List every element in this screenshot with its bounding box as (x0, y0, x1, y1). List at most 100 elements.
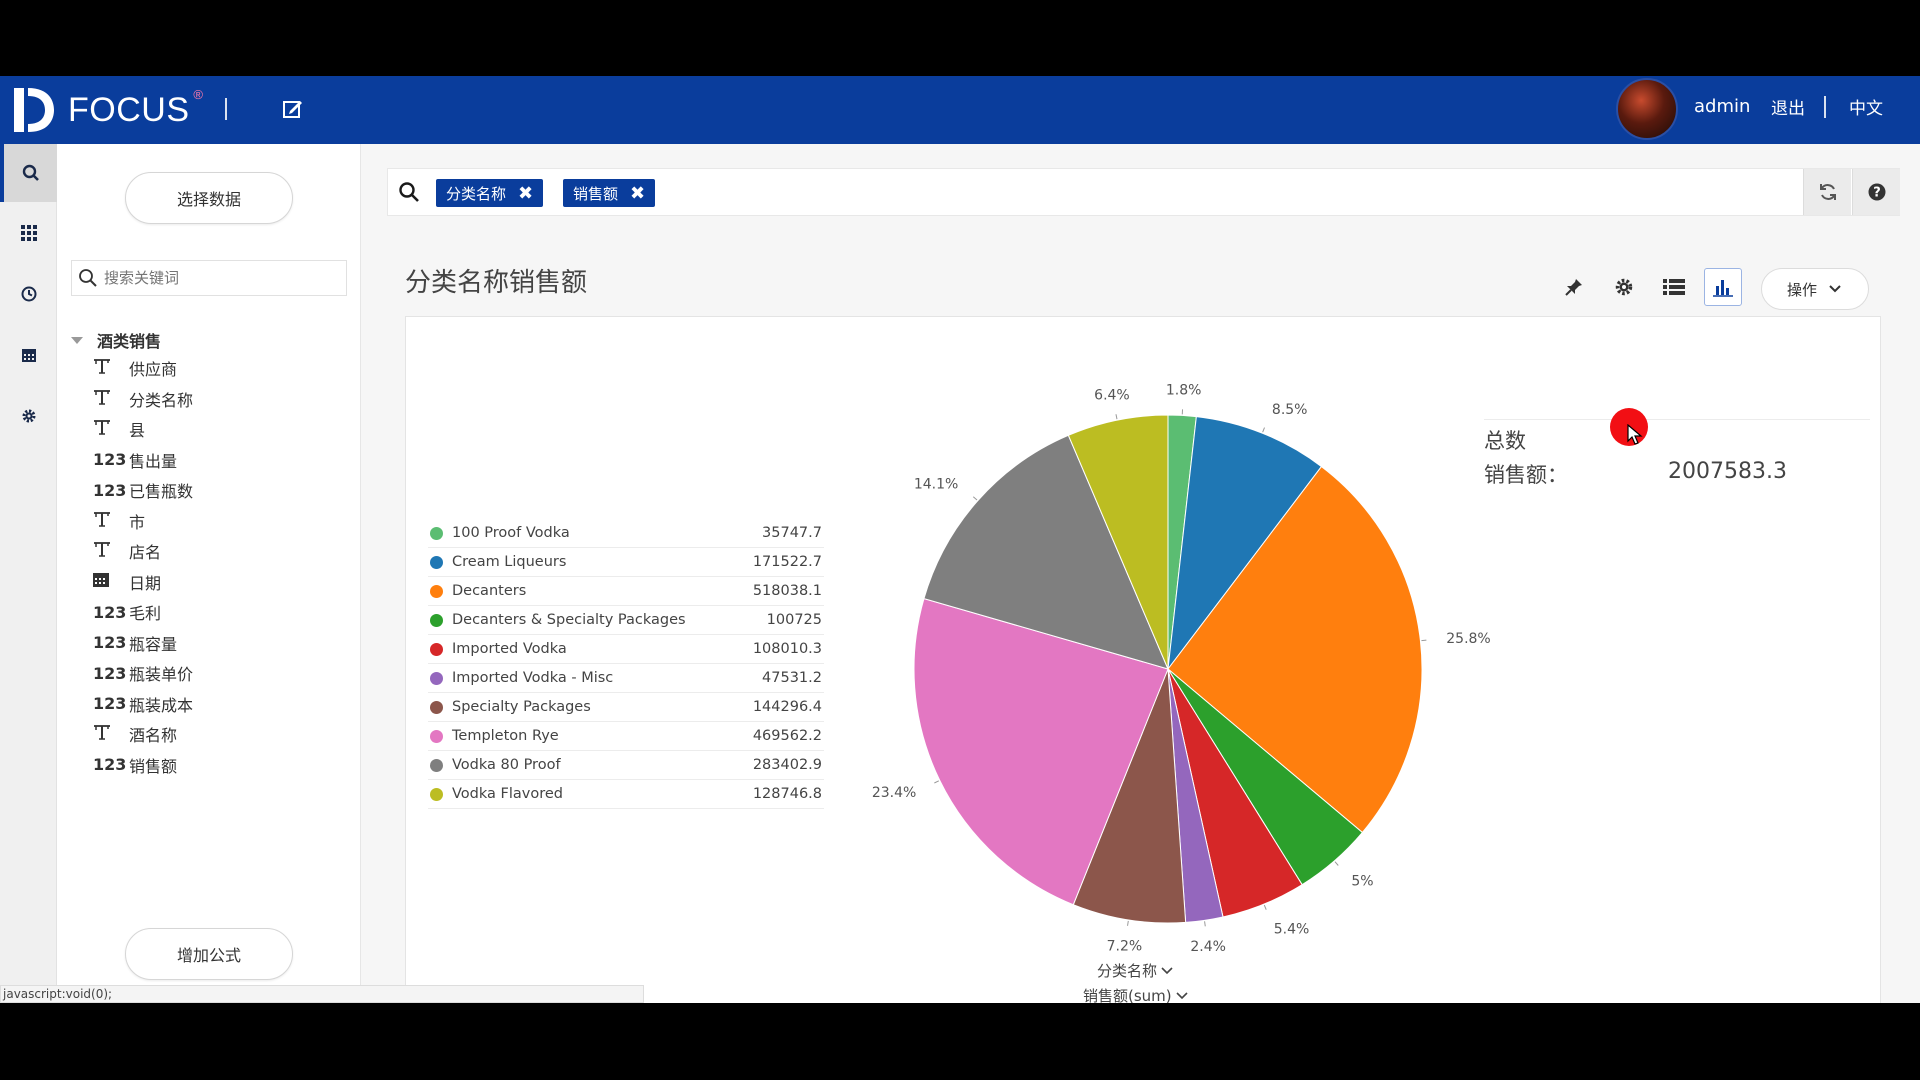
field-item[interactable]: 分类名称 (93, 385, 193, 413)
bar-chart-icon (1713, 280, 1733, 297)
select-data-button[interactable]: 选择数据 (125, 172, 293, 224)
legend-row[interactable]: Vodka 80 Proof 283402.9 (428, 751, 824, 780)
legend-row[interactable]: Imported Vodka 108010.3 (428, 635, 824, 664)
collapse-caret-icon (71, 336, 83, 344)
edit-icon[interactable] (282, 98, 304, 120)
pie-slice[interactable] (1072, 668, 1187, 924)
pie-label-leader (1115, 414, 1118, 420)
app-logo[interactable]: FOCUS ® (10, 84, 204, 136)
field-label: 已售瓶数 (129, 482, 194, 501)
pie-slice[interactable] (1067, 414, 1169, 670)
language-switch[interactable]: 中文 (1849, 99, 1883, 119)
field-item[interactable]: 123 瓶装单价 (93, 659, 193, 687)
pie-slice[interactable] (1167, 416, 1323, 671)
field-item[interactable]: 县 (93, 415, 145, 443)
y-axis-selector[interactable]: 销售额(sum) (1083, 985, 1189, 1006)
chart-view-button[interactable] (1704, 268, 1742, 306)
legend-row[interactable]: 100 Proof Vodka 35747.7 (428, 519, 824, 548)
rail-settings[interactable] (0, 387, 57, 445)
field-item[interactable]: 123 瓶容量 (93, 629, 177, 657)
legend-row[interactable]: Imported Vodka - Misc 47531.2 (428, 664, 824, 693)
legend-row[interactable]: Templeton Rye 469562.2 (428, 722, 824, 751)
legend-row[interactable]: Specialty Packages 144296.4 (428, 693, 824, 722)
x-axis-selector[interactable]: 分类名称 (1097, 960, 1174, 981)
legend-row[interactable]: Decanters & Specialty Packages 100725 (428, 606, 824, 635)
legend-category: Imported Vodka - Misc (452, 670, 614, 686)
legend-value: 469562.2 (752, 728, 822, 744)
legend-value: 518038.1 (752, 583, 822, 599)
add-formula-button[interactable]: 增加公式 (125, 928, 293, 980)
legend-row[interactable]: Decanters 518038.1 (428, 577, 824, 606)
legend-table: 100 Proof Vodka 35747.7 Cream Liqueurs 1715… (428, 519, 824, 809)
letterbox-bottom (0, 1003, 1920, 1080)
operations-dropdown[interactable]: 操作 (1761, 268, 1869, 310)
text-type-icon (93, 389, 129, 409)
focus-logo-icon (14, 88, 54, 132)
mouse-pointer-icon (1627, 424, 1643, 445)
field-item[interactable]: 市 (93, 507, 145, 535)
pie-percent-label: 23.4% (872, 785, 916, 801)
keyword-search-box[interactable] (71, 260, 347, 296)
rail-search[interactable] (0, 144, 57, 202)
number-type-label: 123 (93, 602, 127, 622)
pie-slice[interactable] (923, 434, 1169, 670)
pie-label-leader (972, 496, 978, 501)
pie-slice[interactable] (1167, 465, 1423, 834)
query-chip-sales[interactable]: 销售额 ✖ (563, 179, 656, 207)
query-search-icon-wrap (398, 181, 420, 207)
field-label: 供应商 (129, 360, 178, 379)
rail-history[interactable] (0, 265, 57, 323)
rail-calendar[interactable] (0, 326, 57, 384)
field-item[interactable]: 日期 (93, 568, 161, 596)
tree-root-label: 酒类销售 (97, 332, 162, 351)
calendar-icon (21, 349, 36, 362)
tree-root-liquor-sales[interactable]: 酒类销售 (71, 328, 161, 352)
remove-chip-icon[interactable]: ✖ (518, 182, 534, 204)
remove-chip-icon[interactable]: ✖ (630, 182, 646, 204)
legend-value: 171522.7 (752, 554, 822, 570)
field-item[interactable]: 酒名称 (93, 720, 177, 748)
user-name[interactable]: admin (1694, 96, 1751, 117)
field-item[interactable]: 店名 (93, 537, 161, 565)
topbar-divider (225, 98, 227, 120)
pie-chart[interactable]: 1.8% 8.5% 25.8% 5% 5.4% 2.4% 7.2% 23.4% 14.1% 6.4… (406, 317, 1882, 1017)
field-item[interactable]: 供应商 (93, 354, 177, 382)
field-label: 市 (129, 512, 146, 532)
keyword-search-input[interactable] (104, 269, 334, 287)
field-item[interactable]: 123 瓶装成本 (93, 690, 193, 718)
brand-name: FOCUS ® (68, 86, 204, 129)
number-type-label: 123 (93, 480, 127, 500)
legend-color-dot (430, 758, 443, 772)
help-button[interactable]: ? (1852, 169, 1900, 215)
field-item[interactable]: 123 售出量 (93, 446, 177, 474)
field-label: 售出量 (129, 451, 178, 471)
legend-value: 35747.7 (762, 525, 822, 541)
field-item[interactable]: 123 毛利 (93, 598, 161, 626)
help-icon: ? (1868, 183, 1885, 201)
refresh-button[interactable] (1803, 169, 1851, 215)
legend-row[interactable]: Vodka Flavored 128746.8 (428, 780, 824, 809)
field-label: 县 (129, 421, 146, 440)
table-view-button[interactable] (1659, 272, 1689, 302)
query-chip-category[interactable]: 分类名称 ✖ (436, 179, 544, 207)
legend-category: 100 Proof Vodka (452, 525, 570, 541)
rail-dashboard[interactable] (0, 204, 57, 262)
chevron-down-icon (1176, 991, 1188, 999)
field-item[interactable]: 123 销售额 (93, 751, 177, 779)
legend-value: 128746.8 (752, 786, 822, 802)
user-avatar[interactable] (1616, 78, 1678, 140)
pie-label-leader (1334, 861, 1339, 866)
logout-link[interactable]: 退出 (1771, 99, 1805, 119)
y-axis-label: 销售额(sum) (1083, 987, 1172, 1005)
pin-button[interactable] (1559, 272, 1589, 302)
legend-category: Vodka Flavored (452, 786, 563, 802)
legend-color-dot (430, 729, 443, 743)
text-type-icon (93, 541, 129, 561)
pie-slice[interactable] (913, 597, 1169, 906)
legend-category: Templeton Rye (452, 728, 559, 744)
legend-row[interactable]: Cream Liqueurs 171522.7 (428, 548, 824, 577)
chart-settings-button[interactable] (1609, 272, 1639, 302)
query-search-bar[interactable]: 分类名称 ✖ 销售额 ✖ ? (387, 168, 1900, 216)
field-item[interactable]: 123 已售瓶数 (93, 476, 193, 504)
pie-percent-label: 7.2% (1107, 939, 1143, 955)
